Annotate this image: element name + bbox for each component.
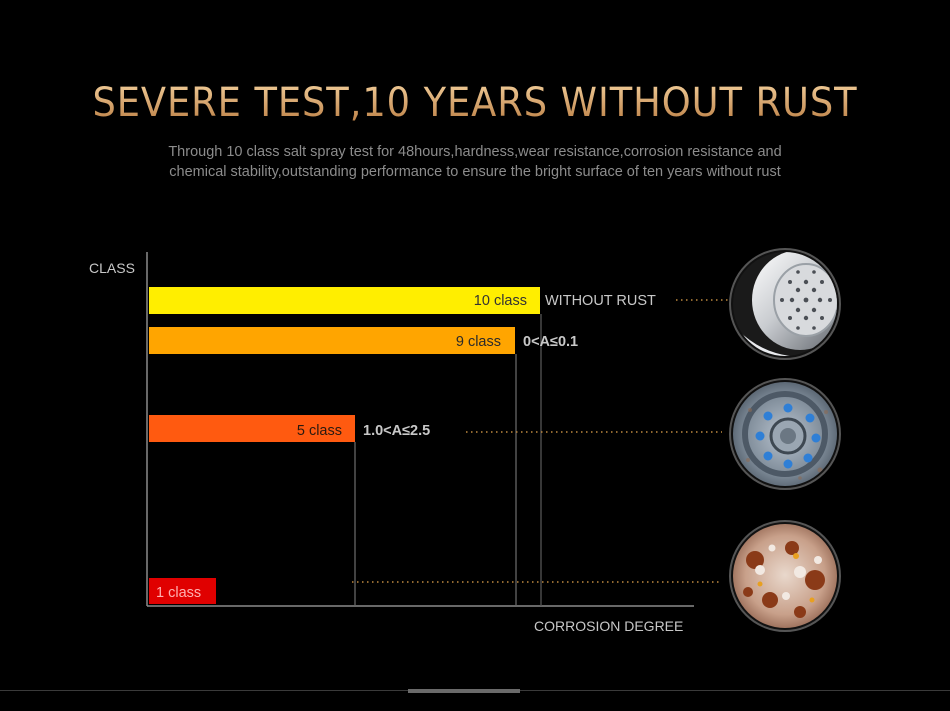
photo-blue-nozzle-showerhead (729, 378, 841, 490)
bar-label-5: 5 class (297, 423, 342, 439)
x-axis-label: CORROSION DEGREE (534, 618, 683, 634)
bar-label-1: 1 class (156, 585, 201, 601)
bar-1-class (149, 578, 216, 604)
bar-9-class (149, 327, 515, 354)
bar-5-class (149, 415, 355, 442)
page-title: SEVERE TEST,10 YEARS WITHOUT RUST (38, 80, 912, 126)
photo-chrome-showerhead (729, 248, 841, 360)
page-subtitle: Through 10 class salt spray test for 48h… (0, 142, 950, 182)
subtitle-line-1: Through 10 class salt spray test for 48h… (168, 144, 782, 160)
bar-label-10: 10 class (474, 293, 527, 309)
y-axis-label: CLASS (89, 260, 135, 276)
annotation-5: 1.0<A≤2.5 (363, 423, 430, 439)
photo-rusted-surface (729, 520, 841, 632)
footer-tab-indicator (408, 689, 520, 693)
annotation-10: WITHOUT RUST (545, 293, 656, 309)
annotation-9: 0<A≤0.1 (523, 334, 578, 350)
bar-label-9: 9 class (456, 334, 501, 350)
subtitle-line-2: chemical stability,outstanding performan… (169, 164, 781, 180)
bar-10-class (149, 287, 540, 314)
